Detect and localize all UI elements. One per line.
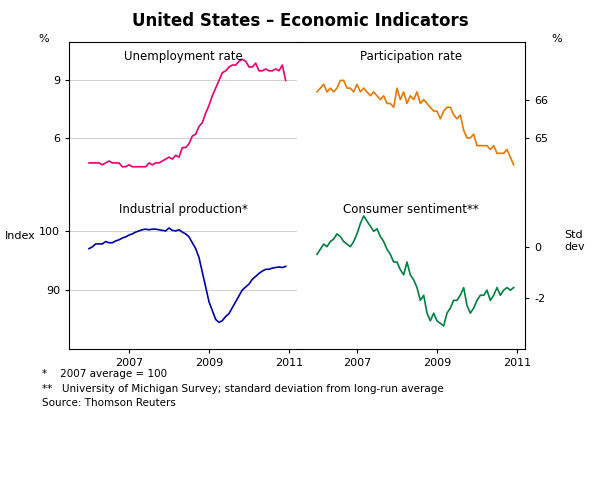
Text: *    2007 average = 100: * 2007 average = 100	[42, 369, 167, 379]
Text: Unemployment rate: Unemployment rate	[124, 50, 242, 63]
Text: Consumer sentiment**: Consumer sentiment**	[343, 203, 479, 216]
Text: United States – Economic Indicators: United States – Economic Indicators	[131, 12, 469, 30]
Text: %: %	[38, 34, 49, 44]
Text: Std: Std	[564, 230, 583, 240]
Text: Source: Thomson Reuters: Source: Thomson Reuters	[42, 398, 176, 408]
Text: %: %	[551, 34, 562, 44]
Text: dev: dev	[564, 243, 584, 252]
Text: **   University of Michigan Survey; standard deviation from long-run average: ** University of Michigan Survey; standa…	[42, 384, 444, 394]
Text: Participation rate: Participation rate	[360, 50, 462, 63]
Text: Index: Index	[5, 231, 36, 241]
Text: Industrial production*: Industrial production*	[119, 203, 247, 216]
